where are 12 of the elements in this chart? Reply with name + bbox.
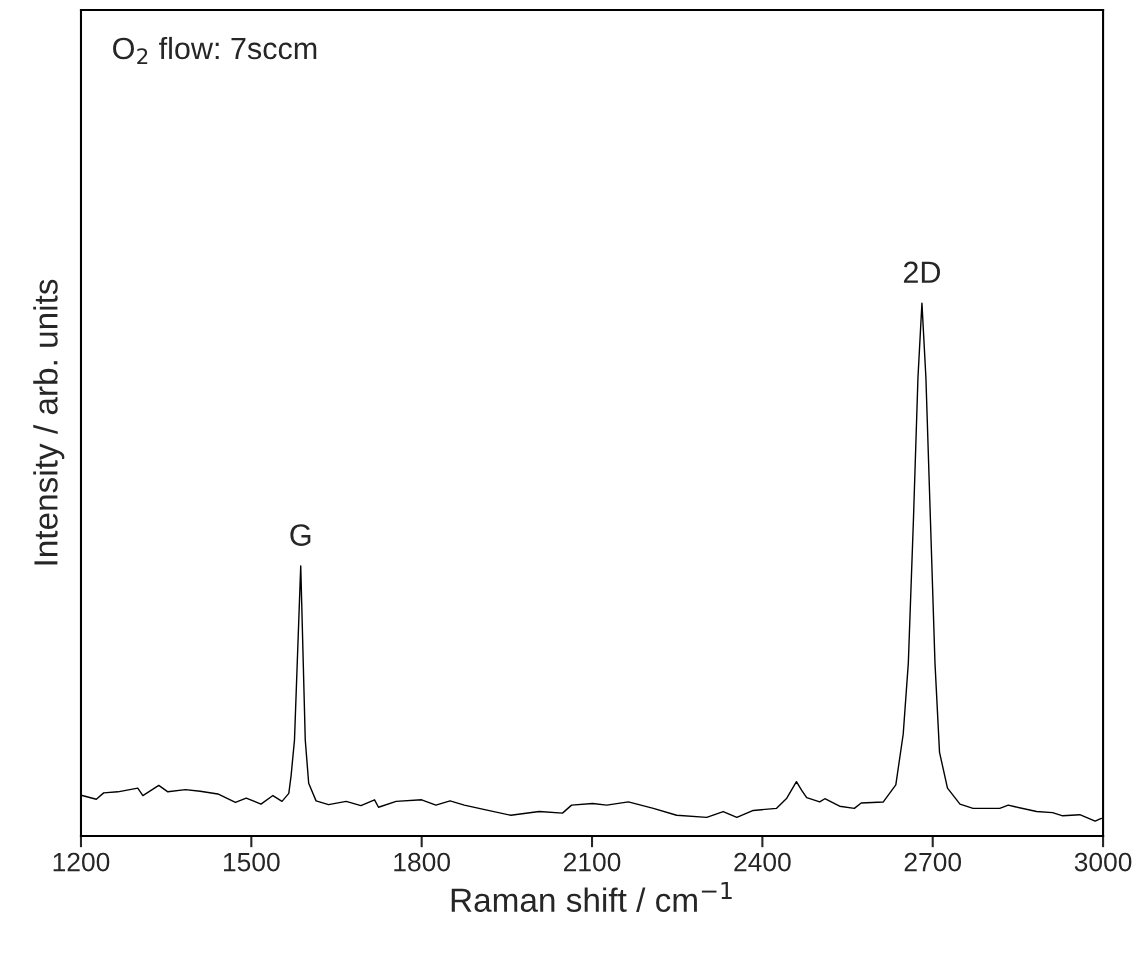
x-tick-label: 2100 (564, 852, 621, 872)
x-tick-label: 3000 (1074, 852, 1132, 872)
x-tick-label: 2700 (904, 852, 962, 872)
x-tick-label: 2400 (734, 852, 791, 872)
annotation: 2D (903, 261, 940, 283)
y-axis-title: Intensity / arb. units (33, 279, 65, 565)
x-tick-label: 1800 (394, 852, 450, 872)
x-tick-label: 1500 (223, 852, 280, 872)
x-tick-label: 1200 (53, 852, 110, 872)
text: O$_{2}$ flow: 7sccm (113, 36, 317, 65)
x-axis-title: Raman shift / cm$^{−1}$ (451, 881, 732, 912)
annotation: G (290, 524, 311, 546)
